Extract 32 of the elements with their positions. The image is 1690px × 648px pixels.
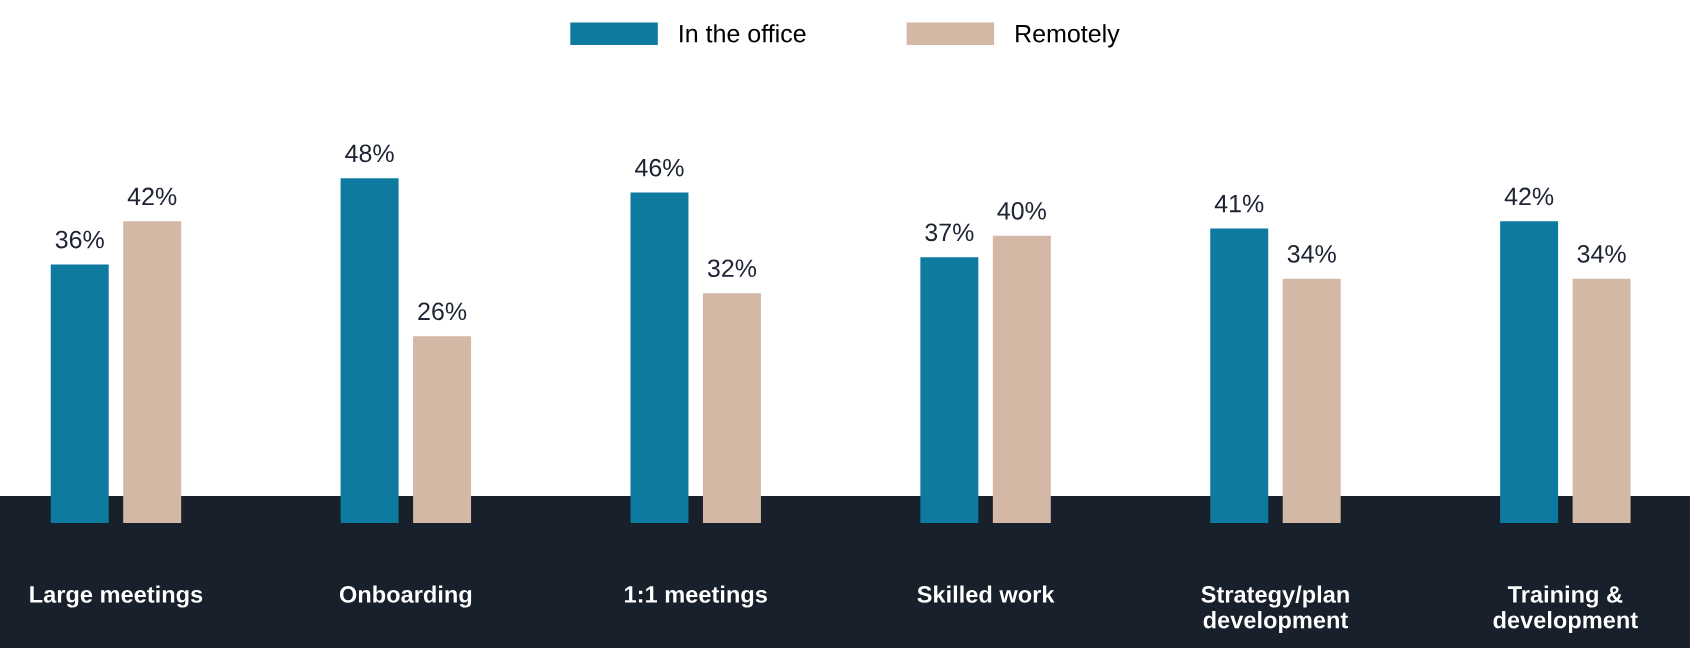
- x-tick-label: Onboarding: [339, 585, 472, 608]
- data-label: 46%: [635, 158, 684, 177]
- data-label: 26%: [418, 302, 467, 321]
- data-label: 42%: [1504, 187, 1554, 206]
- bar: [123, 221, 182, 523]
- data-label: 34%: [1577, 245, 1626, 263]
- x-tick-label: Strategy/plan development: [1201, 585, 1349, 634]
- data-label: 41%: [1214, 194, 1264, 213]
- data-label: 32%: [707, 259, 757, 278]
- bar: [1572, 278, 1631, 523]
- x-tick-label: Training & development: [1493, 585, 1638, 634]
- data-label: 48%: [345, 144, 394, 163]
- bar: [413, 336, 472, 523]
- bar: [340, 178, 399, 523]
- bar: [992, 235, 1051, 523]
- data-label: 42%: [127, 187, 177, 206]
- bar: [920, 257, 979, 523]
- bar: [702, 293, 761, 523]
- x-tick-label: Large meetings: [30, 585, 203, 608]
- data-label: 34%: [1287, 245, 1336, 263]
- x-tick-label: Skilled work: [917, 585, 1055, 603]
- data-label: 37%: [925, 223, 974, 242]
- bar: [1210, 228, 1269, 523]
- data-label: 40%: [997, 201, 1046, 220]
- bar: [630, 192, 689, 523]
- bar: [50, 264, 109, 523]
- data-label: 36%: [55, 230, 104, 249]
- bar: [1500, 221, 1559, 523]
- legend-label: In the office: [680, 24, 806, 43]
- x-tick-label: 1:1 meetings: [625, 585, 767, 608]
- legend-label: Remotely: [1016, 24, 1120, 48]
- bar: [1282, 278, 1341, 523]
